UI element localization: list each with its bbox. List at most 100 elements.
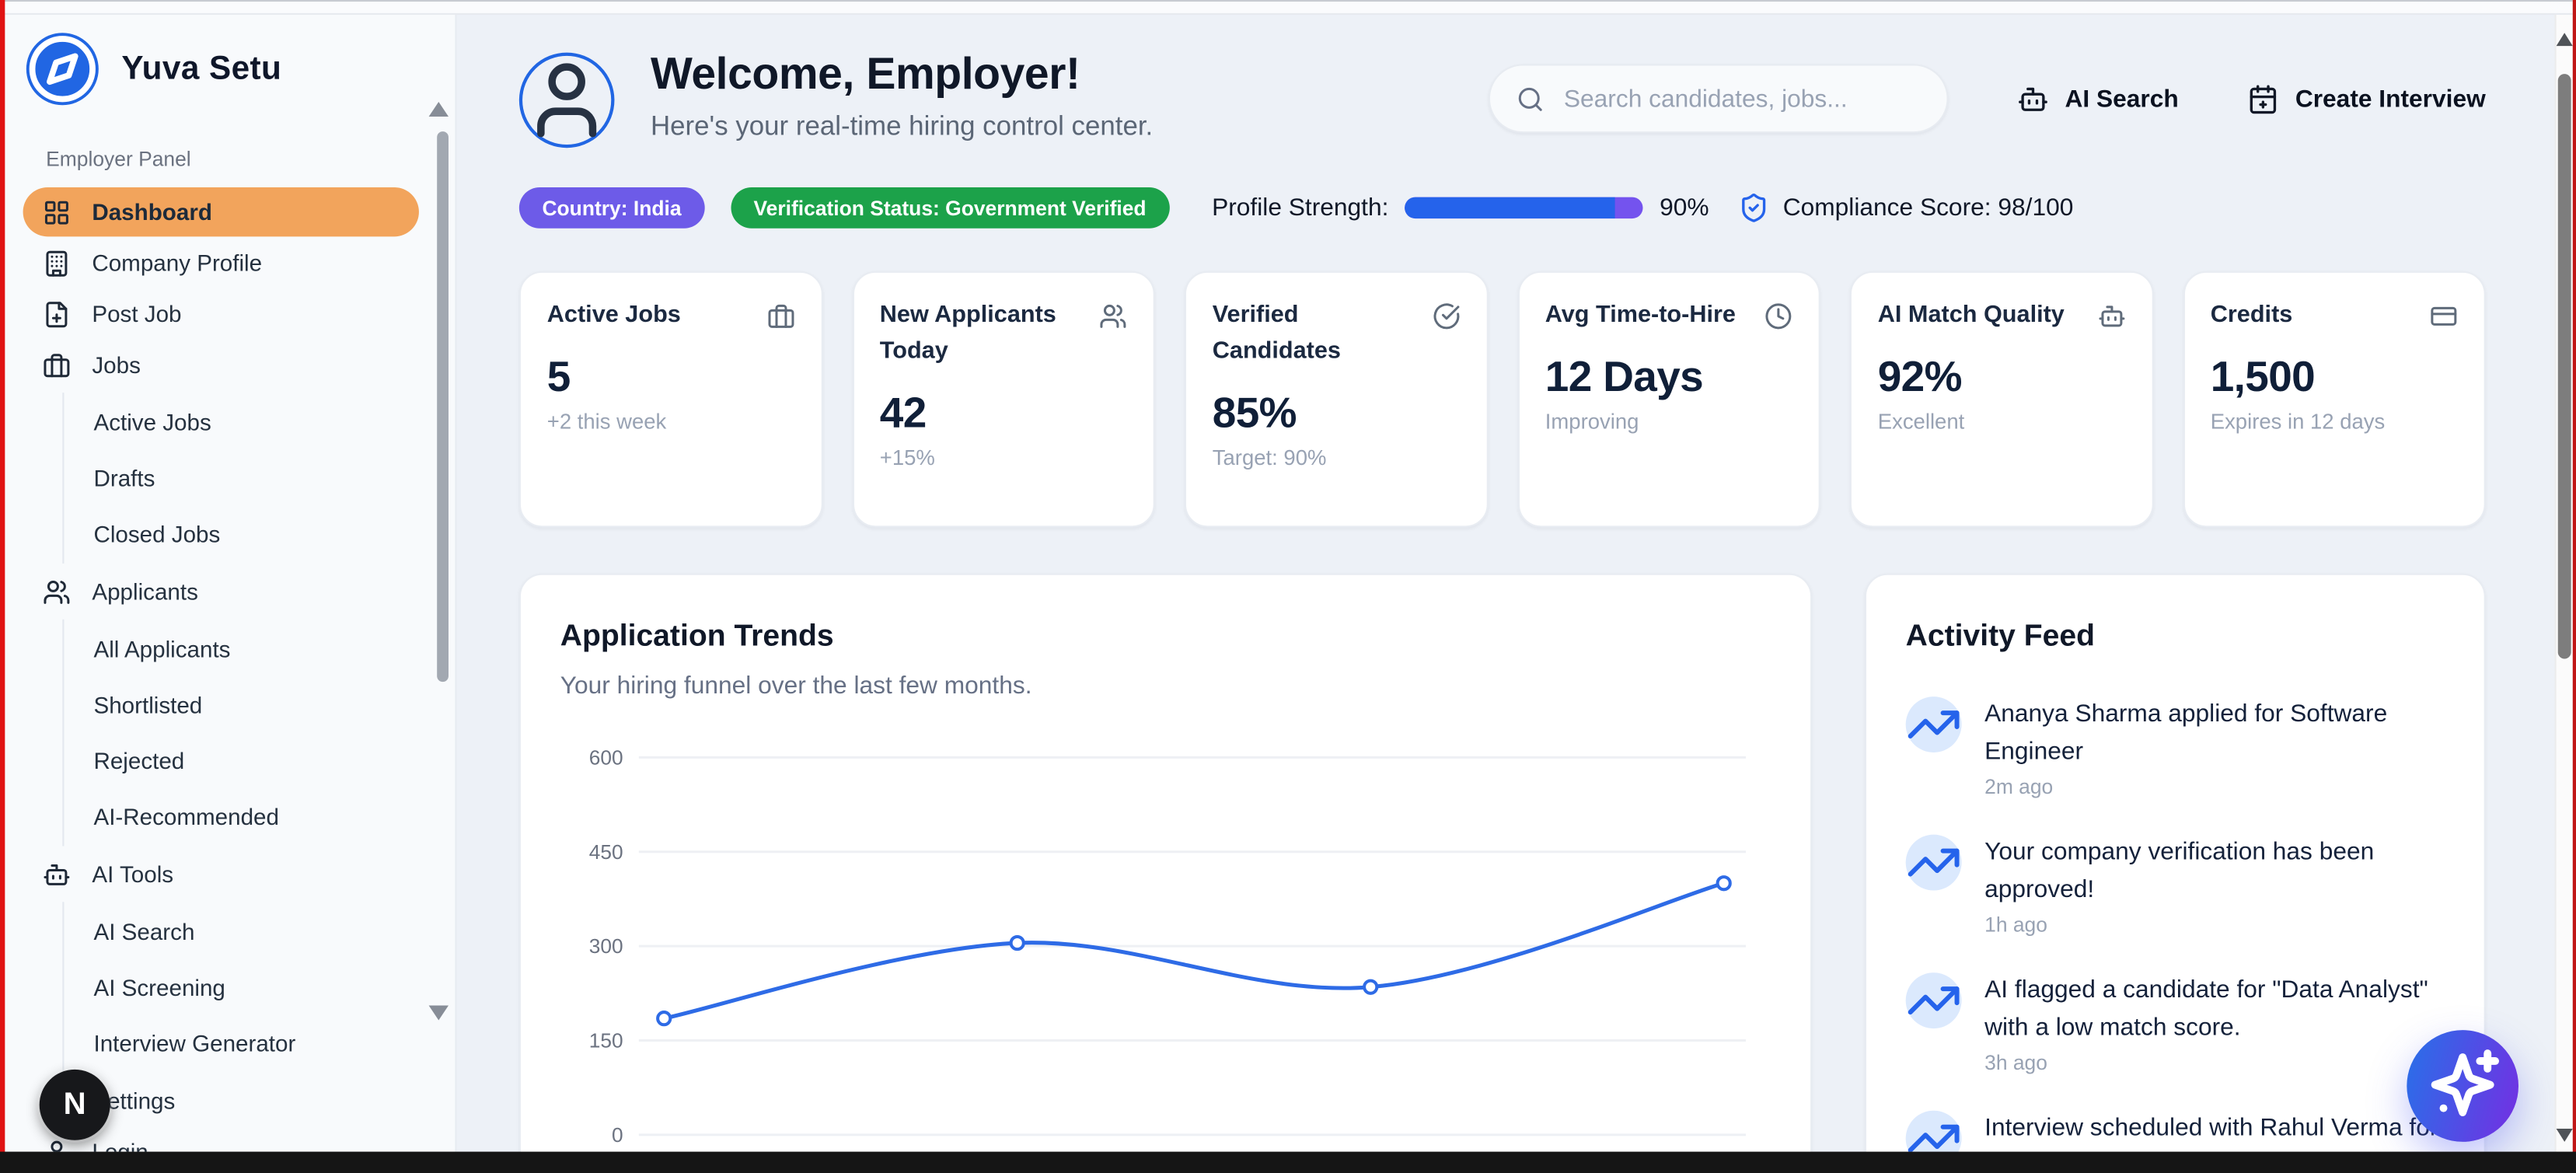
sidebar-subitem-closed-jobs[interactable]: Closed Jobs (93, 520, 221, 547)
briefcase-icon-svg (44, 353, 70, 377)
stat-card-subtext: +2 this week (546, 408, 667, 434)
frame-right-border (2571, 0, 2576, 1173)
main-scrollbar[interactable] (2554, 12, 2573, 1152)
users-icon-svg (1100, 304, 1126, 328)
feed-item-time: 3h ago (1984, 1051, 2047, 1075)
bot-icon (2097, 302, 2125, 330)
activity-feed-title: Activity Feed (1905, 617, 2096, 653)
feed-item: Ananya Sharma applied for Software Engin… (1905, 696, 2445, 798)
application-trends-card: Application Trends Your hiring funnel ov… (518, 573, 1813, 1152)
compass-logo-icon (26, 33, 99, 106)
stat-card-subtext: Expires in 12 days (2210, 408, 2386, 434)
ai-search-label: AI Search (2065, 84, 2179, 113)
stat-card-value: 85% (1212, 386, 1297, 437)
search-input[interactable] (1560, 82, 1921, 114)
sidebar-item-label: Applicants (92, 578, 198, 605)
profile-strength-value: 90% (1660, 194, 1709, 222)
sidebar-subitem-rejected[interactable]: Rejected (93, 747, 185, 774)
sidebar-subitem-drafts[interactable]: Drafts (93, 465, 155, 491)
sidebar-scrollbar-thumb[interactable] (437, 131, 449, 683)
shield-check-icon (1739, 192, 1770, 223)
sidebar-item-dashboard[interactable]: Dashboard (23, 187, 419, 237)
calendar-plus-icon-svg (2250, 84, 2277, 113)
compass-icon-svg (29, 36, 96, 103)
sparkles-icon-svg (2431, 1049, 2500, 1116)
frame-bottom-bar (0, 1151, 2576, 1173)
employer-avatar (518, 52, 615, 148)
sidebar-item-post-job[interactable]: Post Job (23, 289, 419, 338)
sidebar: Yuva Setu Employer Panel Dashboard Compan… (3, 12, 457, 1152)
stat-card-subtext: Target: 90% (1212, 444, 1327, 470)
ai-assistant-fab[interactable] (2407, 1030, 2519, 1142)
sidebar-subitem-ai-recommended[interactable]: AI-Recommended (93, 803, 279, 830)
trending-up-icon (1905, 1110, 1962, 1152)
shield-check-icon-svg (1742, 193, 1766, 222)
verification-badge: Verification Status: Government Verified (730, 187, 1170, 229)
stat-card-title: Credits (2210, 302, 2293, 329)
grid-icon-svg (44, 200, 68, 224)
stat-card-header: Avg Time-to-Hire (1545, 299, 1792, 335)
stat-card-active-jobs: Active Jobs 5 +2 this week (518, 271, 822, 528)
stat-card-title: AI Match Quality (1877, 302, 2065, 329)
ai-search-button[interactable]: AI Search (2017, 83, 2179, 114)
sidebar-nav: Dashboard Company Profile Post Job Jobs Acti… (23, 187, 419, 1152)
users-icon (1099, 302, 1127, 330)
country-badge: Country: India (518, 187, 705, 229)
sidebar-item-ai-tools[interactable]: AI Tools (23, 850, 419, 899)
sidebar-item-jobs[interactable]: Jobs (23, 340, 419, 389)
brand-name: Yuva Setu (121, 50, 282, 86)
trending-up-icon-svg (1908, 1124, 1960, 1152)
stat-card-header: Active Jobs (547, 299, 794, 335)
nextjs-dev-badge[interactable]: N (39, 1069, 110, 1140)
stat-card-subtext: +15% (879, 444, 935, 470)
sidebar-subitem-active-jobs[interactable]: Active Jobs (93, 409, 211, 436)
sidebar-item-label: Company Profile (92, 250, 263, 277)
sidebar-scroll-down-icon[interactable] (428, 1005, 449, 1021)
svg-text:300: 300 (589, 934, 623, 958)
briefcase-icon-svg (767, 304, 794, 328)
window-top-strip (3, 0, 2573, 16)
user-icon-svg (51, 1140, 63, 1152)
create-interview-button[interactable]: Create Interview (2248, 83, 2486, 114)
briefcase-icon (43, 351, 71, 379)
clock-icon (1764, 302, 1792, 330)
feed-item-text: AI flagged a candidate for "Data Analyst… (1984, 976, 2428, 1041)
bot-icon (2017, 83, 2048, 114)
sidebar-item-company-profile[interactable]: Company Profile (23, 238, 419, 287)
building-icon-svg (46, 250, 68, 276)
stats-row: Active Jobs 5 +2 this week New Applicants T… (518, 271, 2486, 528)
stat-card-ai-match-quality: AI Match Quality 92% Excellent (1849, 271, 2153, 528)
main-scroll-down-icon[interactable] (2556, 1128, 2573, 1142)
user-icon (43, 1138, 71, 1152)
sidebar-scroll-up-icon[interactable] (428, 102, 449, 117)
feed-item-text: Interview scheduled with Rahul Verma for… (1984, 1113, 2438, 1152)
sidebar-subitem-interview-generator[interactable]: Interview Generator (93, 1030, 296, 1056)
sidebar-item-applicants[interactable]: Applicants (23, 567, 419, 616)
feed-item-body: AI flagged a candidate for "Data Analyst… (1984, 972, 2445, 1074)
user-icon-svg (537, 63, 597, 138)
chart-subtitle: Your hiring funnel over the last few mon… (560, 672, 1032, 700)
header-actions: AI Search Create Interview (1488, 64, 2486, 134)
stat-card-verified-candidates: Verified Candidates 85% Target: 90% (1184, 271, 1488, 528)
feed-item-text: Your company verification has been appro… (1984, 837, 2375, 903)
feed-item: Your company verification has been appro… (1905, 834, 2445, 937)
brand: Yuva Setu (26, 33, 419, 106)
stat-card-title: Verified Candidates (1212, 302, 1341, 365)
sidebar-subitem-ai-search[interactable]: AI Search (93, 918, 195, 945)
check-circle-icon (1432, 302, 1460, 330)
stat-card-value: 92% (1877, 351, 1963, 401)
profile-strength-label: Profile Strength: (1212, 194, 1389, 222)
sidebar-item-label: AI Tools (92, 861, 174, 888)
stat-card-value: 12 Days (1545, 351, 1704, 401)
main-scrollbar-thumb[interactable] (2557, 74, 2571, 659)
compliance-score: Compliance Score: 98/100 (1782, 194, 2074, 222)
page-header: Welcome, Employer! Here's your real-time… (518, 49, 2486, 148)
main-scroll-up-icon[interactable] (2556, 33, 2573, 47)
search-box[interactable] (1488, 64, 1949, 134)
sidebar-subitem-ai-screening[interactable]: AI Screening (93, 974, 225, 1001)
sidebar-item-label: Post Job (92, 300, 182, 327)
sidebar-subitem-shortlisted[interactable]: Shortlisted (93, 691, 203, 718)
sidebar-subitem-all-applicants[interactable]: All Applicants (93, 635, 231, 662)
sidebar-item-login[interactable]: Login (23, 1127, 419, 1152)
